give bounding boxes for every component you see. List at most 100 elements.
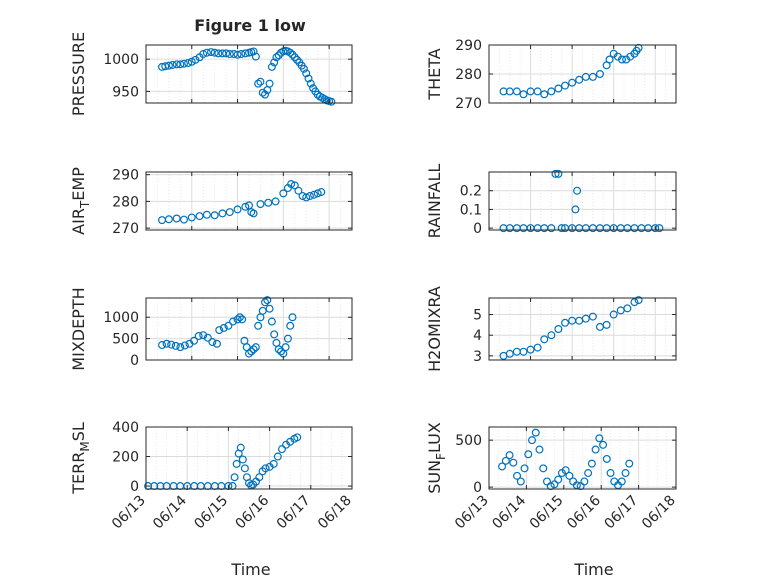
data-point bbox=[180, 341, 189, 350]
data-point bbox=[591, 445, 600, 454]
y-tick-label: 950 bbox=[112, 84, 139, 100]
data-point bbox=[554, 84, 563, 93]
data-point bbox=[225, 208, 234, 217]
data-point bbox=[164, 215, 173, 224]
data-point bbox=[539, 464, 548, 473]
x-axis-label-right: Time bbox=[573, 560, 613, 579]
data-point bbox=[245, 201, 254, 210]
y-tick-label: 500 bbox=[455, 433, 482, 449]
data-point bbox=[258, 88, 267, 97]
data-series bbox=[158, 296, 297, 358]
data-point bbox=[505, 349, 514, 358]
data-point bbox=[513, 471, 522, 480]
y-tick-label: 200 bbox=[112, 450, 139, 466]
data-point bbox=[588, 312, 597, 321]
data-point bbox=[526, 345, 535, 354]
axes-box bbox=[488, 297, 677, 361]
y-tick-label: 270 bbox=[455, 96, 482, 112]
y-tick-label: 1000 bbox=[103, 52, 139, 68]
y-axis-label: RAINFALL bbox=[425, 164, 444, 239]
data-point bbox=[617, 55, 626, 64]
data-point bbox=[218, 209, 227, 218]
axes-box bbox=[145, 44, 353, 104]
data-point bbox=[584, 469, 593, 478]
data-point bbox=[267, 317, 276, 326]
data-point bbox=[279, 189, 288, 198]
data-point bbox=[240, 464, 249, 473]
data-point bbox=[288, 50, 297, 59]
data-point bbox=[270, 330, 279, 339]
data-point bbox=[547, 224, 556, 233]
data-point bbox=[215, 326, 224, 335]
data-point bbox=[293, 433, 302, 442]
data-point bbox=[251, 343, 260, 352]
data-point bbox=[254, 321, 263, 330]
data-point bbox=[208, 338, 217, 347]
y-axis-label: THETA bbox=[425, 48, 444, 100]
y-axis-label: PRESSURE bbox=[69, 32, 88, 116]
data-point bbox=[190, 336, 199, 345]
data-point bbox=[533, 87, 542, 96]
data-point bbox=[219, 323, 228, 332]
data-point bbox=[241, 202, 250, 211]
data-series bbox=[499, 43, 643, 99]
axes-box bbox=[488, 171, 677, 231]
data-point bbox=[546, 482, 555, 491]
data-point bbox=[557, 224, 566, 233]
data-point bbox=[655, 224, 664, 233]
data-point bbox=[176, 60, 185, 69]
data-point bbox=[561, 466, 570, 475]
data-point bbox=[230, 473, 239, 482]
y-tick-label: 500 bbox=[112, 332, 139, 348]
data-point bbox=[524, 450, 533, 459]
data-point bbox=[254, 79, 263, 88]
data-point bbox=[501, 456, 510, 465]
data-point bbox=[509, 458, 518, 467]
subplot-4: 0 0.1 0.2 RAINFALL bbox=[425, 164, 677, 239]
data-point bbox=[184, 59, 193, 68]
data-point bbox=[247, 347, 256, 356]
data-point bbox=[271, 197, 280, 206]
data-point bbox=[255, 473, 264, 482]
y-tick-label: 280 bbox=[455, 67, 482, 83]
data-point bbox=[214, 49, 223, 58]
data-point bbox=[533, 343, 542, 352]
data-point bbox=[580, 477, 589, 486]
subplot-6: 3 4 5 H2OMIXRA bbox=[425, 286, 677, 372]
data-point bbox=[238, 315, 247, 324]
x-axis-label-left: Time bbox=[230, 560, 270, 579]
data-point bbox=[203, 333, 212, 342]
data-point bbox=[535, 445, 544, 454]
data-series bbox=[499, 296, 643, 360]
y-axis-label: MIXDEPTH bbox=[69, 287, 88, 370]
data-point bbox=[277, 347, 286, 356]
axes-box bbox=[145, 426, 353, 490]
y-tick-label: 270 bbox=[112, 221, 139, 237]
data-point bbox=[287, 180, 296, 189]
data-point bbox=[179, 59, 188, 68]
data-point bbox=[176, 343, 185, 352]
data-point bbox=[305, 192, 314, 201]
y-tick-label: 0 bbox=[130, 353, 139, 369]
y-axis-label: SUNFLUX bbox=[425, 422, 448, 494]
data-point bbox=[630, 298, 639, 307]
y-tick-label: 0.2 bbox=[460, 184, 482, 200]
data-point bbox=[251, 52, 260, 61]
data-point bbox=[264, 198, 273, 207]
data-point bbox=[516, 477, 525, 486]
data-point bbox=[195, 212, 204, 221]
data-point bbox=[270, 58, 279, 67]
data-point bbox=[606, 469, 615, 478]
data-point bbox=[595, 434, 604, 443]
data-point bbox=[224, 321, 233, 330]
data-series bbox=[158, 46, 336, 106]
data-point bbox=[554, 169, 563, 178]
data-point bbox=[249, 345, 258, 354]
data-point bbox=[168, 60, 177, 69]
data-point bbox=[263, 296, 272, 305]
data-point bbox=[233, 205, 242, 214]
data-point bbox=[302, 193, 311, 202]
data-point bbox=[317, 188, 326, 197]
data-point bbox=[273, 452, 282, 461]
subplot-1: 950 1000 PRESSURE bbox=[69, 32, 353, 116]
